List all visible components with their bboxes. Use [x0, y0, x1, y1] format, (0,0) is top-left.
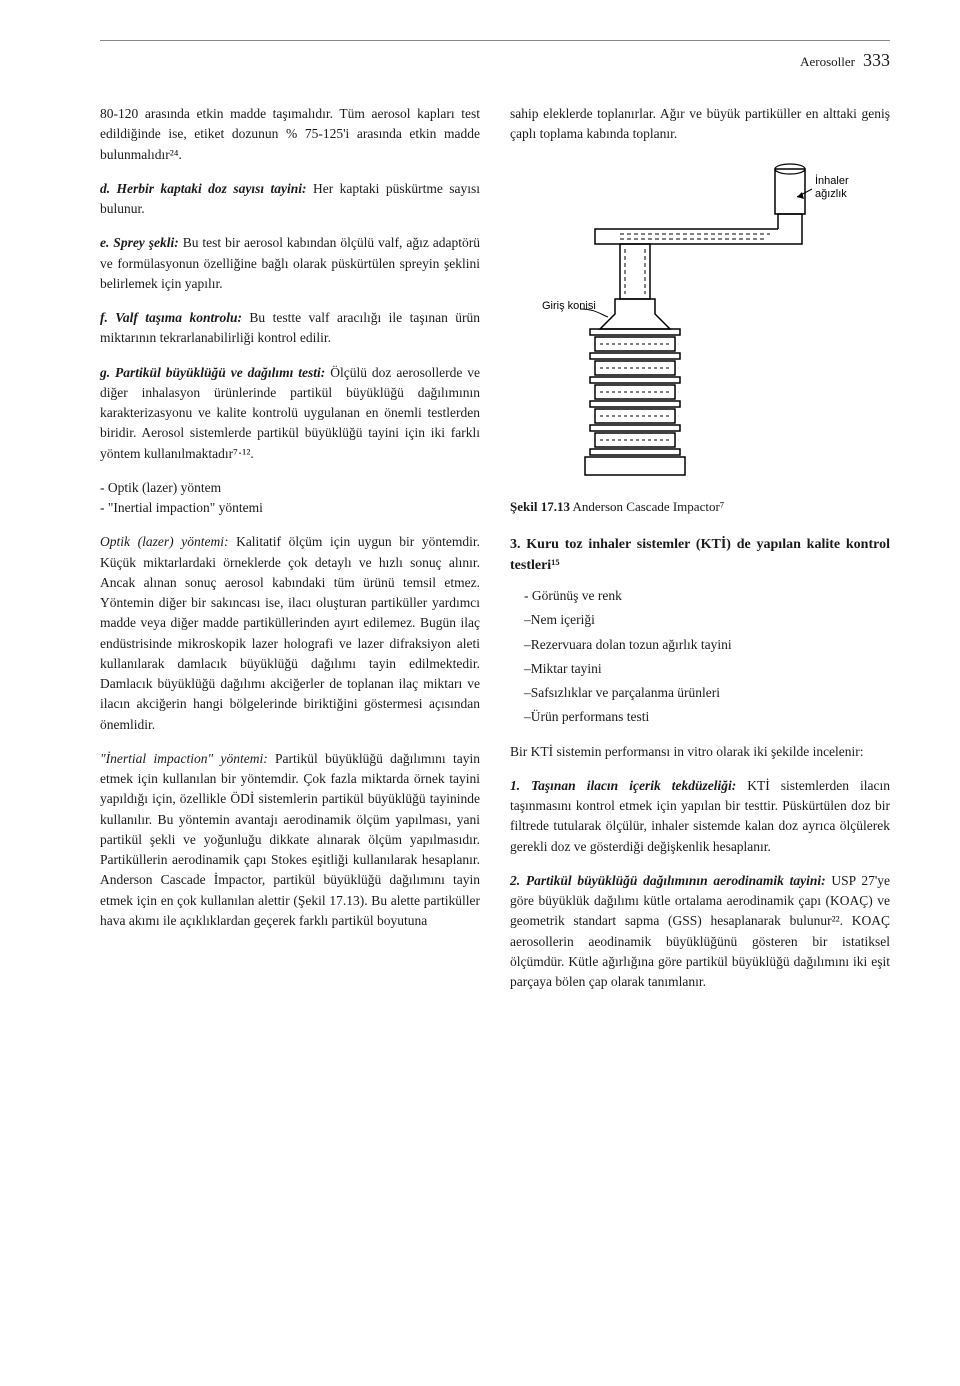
left-column: 80-120 arasında etkin madde taşımalıdır.… — [100, 104, 480, 1006]
numbered-1: 1. Taşınan ilacın içerik tekdüzeliği: KT… — [510, 776, 890, 857]
fig-label-giris: Giriş konisi — [542, 300, 596, 312]
li2: –Nem içeriği — [524, 610, 890, 630]
two-column-layout: 80-120 arasında etkin madde taşımalıdır.… — [100, 104, 890, 1006]
header-pagenum: 333 — [863, 47, 890, 74]
header-rule — [100, 40, 890, 41]
n1-head: 1. Taşınan ilacın içerik tekdüzeliği: — [510, 778, 736, 793]
kti-test-list: - Görünüş ve renk –Nem içeriği –Rezervua… — [510, 586, 890, 728]
opt2: - "Inertial impaction" yöntemi — [100, 498, 480, 518]
inertial-head: "İnertial impaction" yöntemi: — [100, 751, 268, 766]
inertial-body: Partikül büyüklüğü dağılımını tayin etme… — [100, 751, 480, 928]
fig-label-agizlik: ağızlık — [815, 188, 847, 200]
kti-intro: Bir KTİ sistemin performansı in vitro ol… — [510, 742, 890, 762]
caption-bold: Şekil 17.13 — [510, 499, 570, 514]
header-section: Aerosoller — [800, 52, 855, 72]
left-item-d: d. Herbir kaptaki doz sayısı tayini: Her… — [100, 179, 480, 220]
left-item-f: f. Valf taşıma kontrolu: Bu testte valf … — [100, 308, 480, 349]
right-column: sahip eleklerde toplanırlar. Ağır ve büy… — [510, 104, 890, 1006]
left-item-g: g. Partikül büyüklüğü ve dağılımı testi:… — [100, 363, 480, 464]
fig-label-inhaler: İnhaler — [815, 174, 849, 187]
li6: –Ürün performans testi — [524, 707, 890, 727]
opt1: - Optik (lazer) yöntem — [100, 478, 480, 498]
optik-body: Kalitatif ölçüm için uygun bir yöntemdir… — [100, 534, 480, 731]
optik-paragraph: Optik (lazer) yöntemi: Kalitatif ölçüm i… — [100, 532, 480, 735]
n2-head: 2. Partikül büyüklüğü dağılımının aerodi… — [510, 873, 826, 888]
e-head: e. Sprey şekli: — [100, 235, 179, 250]
left-p1: 80-120 arasında etkin madde taşımalıdır.… — [100, 104, 480, 165]
figure-17-13: İnhaler ağızlık Giriş konisi Şekil 17.13… — [510, 159, 890, 517]
right-p1: sahip eleklerde toplanırlar. Ağır ve büy… — [510, 104, 890, 145]
numbered-2: 2. Partikül büyüklüğü dağılımının aerodi… — [510, 871, 890, 993]
inertial-paragraph: "İnertial impaction" yöntemi: Partikül b… — [100, 749, 480, 931]
figure-caption: Şekil 17.13 Anderson Cascade Impactor⁷ — [510, 497, 890, 517]
d-head: d. Herbir kaptaki doz sayısı tayini: — [100, 181, 307, 196]
f-head: f. Valf taşıma kontrolu: — [100, 310, 242, 325]
li3: –Rezervuara dolan tozun ağırlık tayini — [524, 635, 890, 655]
n2-body: USP 27'ye göre büyüklük dağılımı kütle o… — [510, 873, 890, 989]
li5: –Safsızlıklar ve parçalanma ürünleri — [524, 683, 890, 703]
cascade-impactor-diagram: İnhaler ağızlık Giriş konisi — [540, 159, 860, 489]
caption-rest: Anderson Cascade Impactor⁷ — [570, 499, 724, 514]
optik-head: Optik (lazer) yöntemi: — [100, 534, 228, 549]
li4: –Miktar tayini — [524, 659, 890, 679]
li1: - Görünüş ve renk — [524, 586, 890, 606]
page-header: Aerosoller 333 — [100, 47, 890, 74]
method-options: - Optik (lazer) yöntem - "Inertial impac… — [100, 478, 480, 519]
section-3-title: 3. Kuru toz inhaler sistemler (KTİ) de y… — [510, 534, 890, 576]
g-head: g. Partikül büyüklüğü ve dağılımı testi: — [100, 365, 325, 380]
left-item-e: e. Sprey şekli: Bu test bir aerosol kabı… — [100, 233, 480, 294]
